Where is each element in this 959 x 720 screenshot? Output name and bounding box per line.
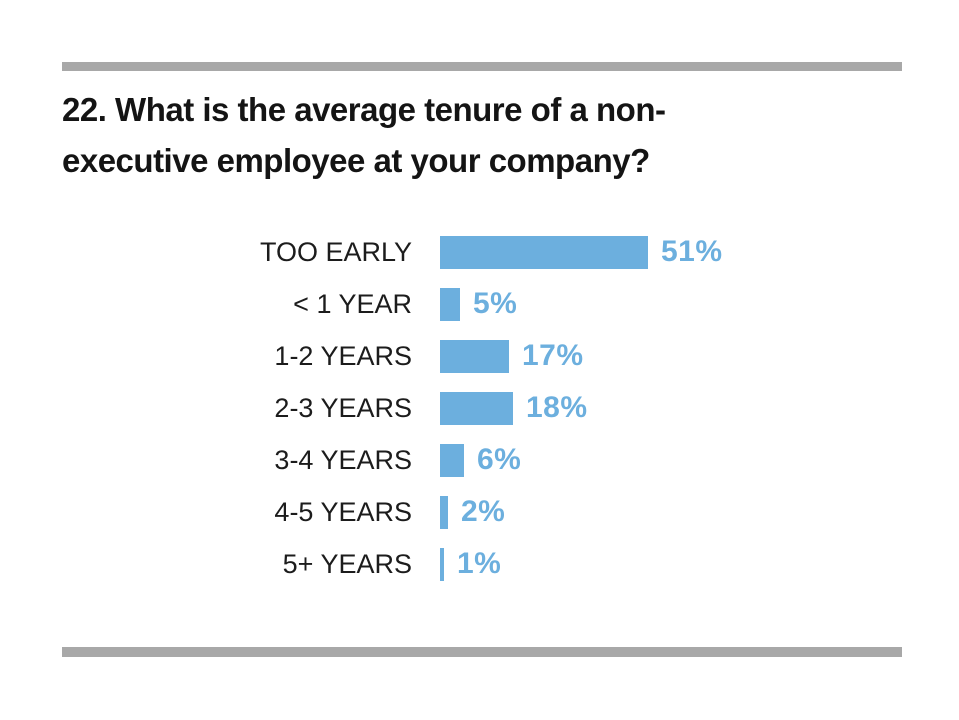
value-label: 18%	[526, 391, 588, 424]
category-label: TOO EARLY	[259, 236, 412, 267]
value-label: 1%	[457, 547, 502, 580]
question-title: 22. What is the average tenure of a non-…	[62, 84, 842, 186]
chart-row: 1-2 YEARS 17%	[0, 330, 959, 382]
chart-rows: TOO EARLY 51% < 1 YEAR 5% 1-2 YEARS 17% …	[0, 226, 959, 590]
chart-row: < 1 YEAR 5%	[0, 278, 959, 330]
chart-row: 3-4 YEARS 6%	[0, 434, 959, 486]
chart-row: 4-5 YEARS 2%	[0, 486, 959, 538]
value-label: 5%	[473, 287, 518, 320]
value-label: 2%	[461, 495, 506, 528]
bar	[440, 391, 513, 425]
category-label: 4-5 YEARS	[274, 496, 412, 527]
category-label: 2-3 YEARS	[274, 392, 412, 423]
chart-row: 2-3 YEARS 18%	[0, 382, 959, 434]
category-label: 5+ YEARS	[282, 548, 412, 579]
bar	[440, 339, 509, 373]
value-label: 51%	[661, 235, 723, 268]
category-label: < 1 YEAR	[293, 288, 412, 319]
top-divider-rule	[62, 62, 902, 71]
question-title-line-1: 22. What is the average tenure of a non-	[62, 91, 666, 128]
category-label: 3-4 YEARS	[274, 444, 412, 475]
value-label: 17%	[522, 339, 584, 372]
value-label: 6%	[477, 443, 522, 476]
category-label: 1-2 YEARS	[274, 340, 412, 371]
bar	[440, 443, 464, 477]
bar	[440, 547, 444, 581]
question-title-line-2: executive employee at your company?	[62, 142, 650, 179]
chart-row: 5+ YEARS 1%	[0, 538, 959, 590]
bottom-divider-rule	[62, 647, 902, 657]
bar	[440, 287, 460, 321]
tenure-bar-chart: TOO EARLY 51% < 1 YEAR 5% 1-2 YEARS 17% …	[0, 226, 959, 590]
bar	[440, 495, 448, 529]
chart-row: TOO EARLY 51%	[0, 226, 959, 278]
bar	[440, 235, 648, 269]
